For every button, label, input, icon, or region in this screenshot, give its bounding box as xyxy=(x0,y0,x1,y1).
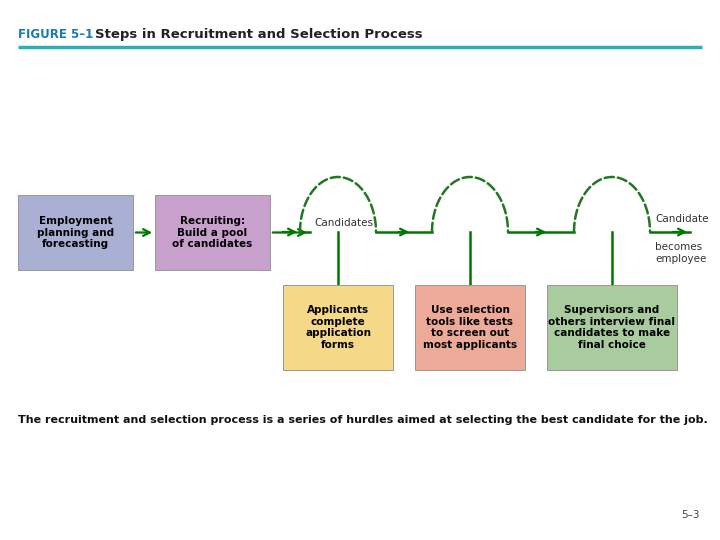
Text: 5–3: 5–3 xyxy=(682,510,700,520)
Text: Supervisors and
others interview final
candidates to make
final choice: Supervisors and others interview final c… xyxy=(549,305,675,350)
Text: Use selection
tools like tests
to screen out
most applicants: Use selection tools like tests to screen… xyxy=(423,305,517,350)
FancyBboxPatch shape xyxy=(155,195,270,270)
FancyBboxPatch shape xyxy=(415,285,525,370)
FancyBboxPatch shape xyxy=(283,285,393,370)
Text: Recruiting:
Build a pool
of candidates: Recruiting: Build a pool of candidates xyxy=(172,216,253,249)
Text: FIGURE 5–1: FIGURE 5–1 xyxy=(18,28,94,41)
Text: Applicants
complete
application
forms: Applicants complete application forms xyxy=(305,305,371,350)
Text: becomes
employee: becomes employee xyxy=(655,242,706,264)
Text: Candidates: Candidates xyxy=(314,218,373,227)
Text: Employment
planning and
forecasting: Employment planning and forecasting xyxy=(37,216,114,249)
Text: Candidate: Candidate xyxy=(655,214,708,224)
Text: The recruitment and selection process is a series of hurdles aimed at selecting : The recruitment and selection process is… xyxy=(18,415,708,425)
Text: Steps in Recruitment and Selection Process: Steps in Recruitment and Selection Proce… xyxy=(95,28,423,41)
FancyBboxPatch shape xyxy=(18,195,133,270)
FancyBboxPatch shape xyxy=(547,285,677,370)
